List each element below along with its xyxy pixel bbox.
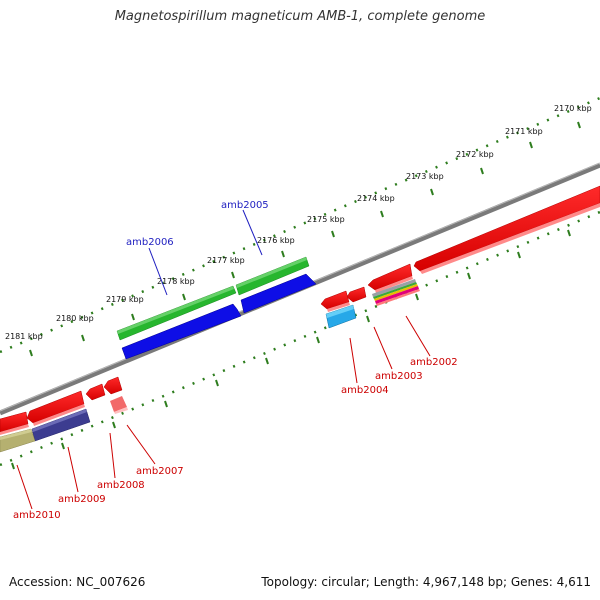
major-ticks [11, 121, 581, 470]
inner-tick-ring [0, 210, 600, 467]
kbp-label: 2178 kbp [157, 277, 195, 286]
kbp-label: 2173 kbp [406, 172, 444, 181]
gene-label-amb2010[interactable]: amb2010 [13, 510, 61, 521]
gene-label-amb2009[interactable]: amb2009 [58, 494, 106, 505]
kbp-label: 2181 kbp [5, 332, 43, 341]
gene-label-amb2007[interactable]: amb2007 [136, 466, 184, 477]
kbp-label: 2180 kbp [56, 314, 94, 323]
kbp-label: 2170 kbp [554, 104, 592, 113]
gene-label-amb2002[interactable]: amb2002 [410, 357, 458, 368]
gene-amb2003-cds[interactable] [372, 279, 416, 297]
kbp-label: 2175 kbp [307, 215, 345, 224]
gene-amb2005-cds[interactable] [240, 273, 317, 314]
accession-text: Accession: NC_007626 [9, 575, 146, 589]
gene-amb2009-cds[interactable] [31, 408, 91, 442]
reverse-genes [0, 185, 600, 453]
gene-label-amb2003[interactable]: amb2003 [375, 371, 423, 382]
gene-label-amb2006[interactable]: amb2006 [126, 237, 174, 248]
gene-label-amb2004[interactable]: amb2004 [341, 385, 389, 396]
kbp-label: 2171 kbp [505, 127, 543, 136]
kbp-labels: 2170 kbp 2171 kbp 2172 kbp 2173 kbp 2174… [5, 104, 592, 341]
gene-amb2007-feature[interactable] [103, 376, 123, 395]
gene-label-amb2008[interactable]: amb2008 [97, 480, 145, 491]
gene-amb2004-feature[interactable] [346, 286, 367, 303]
gene-label-amb2005[interactable]: amb2005 [221, 200, 269, 211]
gene-amb2007-cds[interactable] [110, 396, 127, 412]
gene-amb2008-feature[interactable] [85, 383, 106, 401]
gene-labels: amb2005 amb2006 amb2002 amb2003 amb2004 … [13, 200, 458, 521]
forward-genes [116, 256, 317, 360]
map-title: Magnetospirillum magneticum AMB-1, compl… [114, 9, 486, 24]
topology-text: Topology: circular; Length: 4,967,148 bp… [261, 575, 591, 589]
gene-amb2006-cds[interactable] [121, 303, 242, 360]
label-leaders [16, 315, 431, 510]
kbp-label: 2177 kbp [207, 256, 245, 265]
kbp-label: 2172 kbp [456, 150, 494, 159]
kbp-label: 2179 kbp [106, 295, 144, 304]
kbp-label: 2176 kbp [257, 236, 295, 245]
kbp-label: 2174 kbp [357, 194, 395, 203]
forward-leaders [148, 209, 263, 296]
